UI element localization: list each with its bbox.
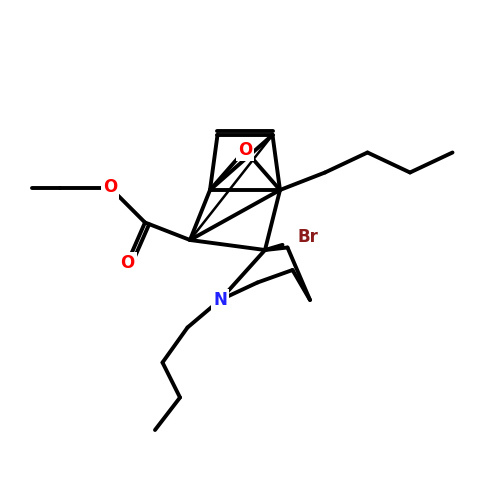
- Text: O: O: [238, 141, 252, 159]
- Text: O: O: [120, 254, 134, 272]
- Text: Br: Br: [297, 228, 318, 246]
- Text: O: O: [103, 178, 117, 196]
- Text: N: N: [213, 291, 227, 309]
